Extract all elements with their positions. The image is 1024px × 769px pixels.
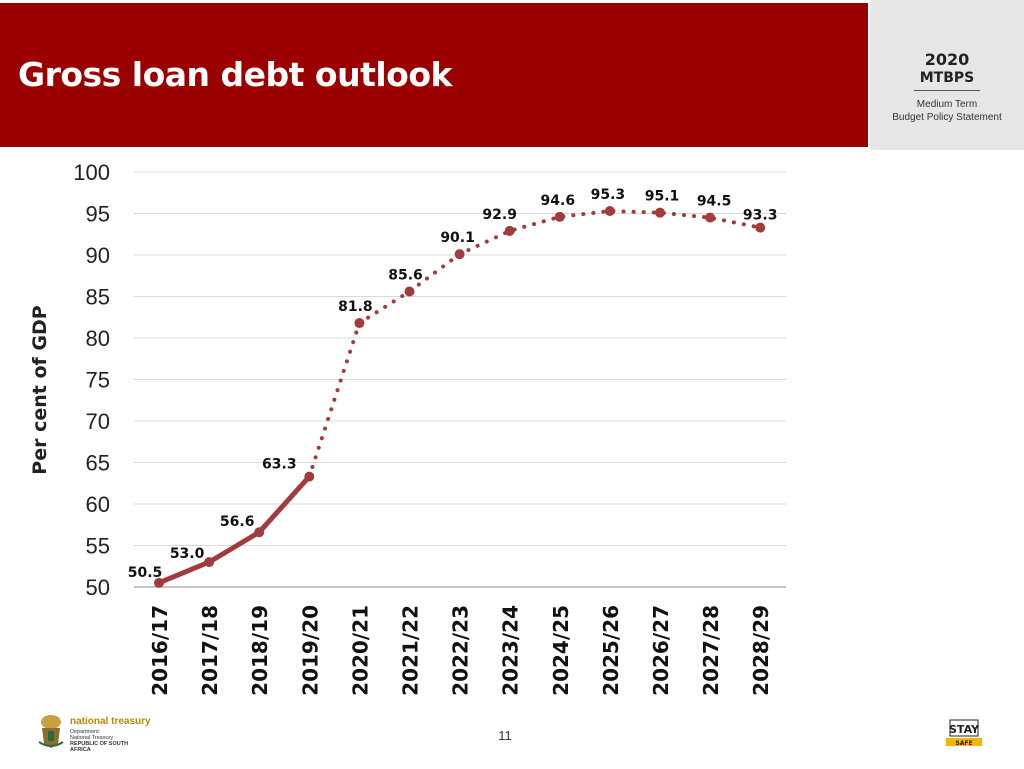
- y-tick-label: 85: [86, 285, 110, 310]
- national-treasury-logo: [36, 712, 146, 750]
- treasury-brand: national treasury: [70, 716, 151, 727]
- series-line: [156, 209, 763, 586]
- x-tick-label: 2019/20: [298, 605, 322, 696]
- data-label: 85.6: [388, 268, 423, 284]
- x-tick-label: 2023/24: [499, 605, 523, 696]
- treasury-department: Department: National Treasury REPUBLIC O…: [70, 729, 150, 753]
- data-point: [504, 225, 515, 236]
- badge-name: MTBPS: [919, 70, 975, 86]
- x-tick-label: 2028/29: [749, 605, 773, 696]
- series-line-actual: [156, 474, 312, 586]
- x-tick-label: 2017/18: [198, 605, 222, 696]
- data-label: 95.3: [591, 187, 626, 203]
- data-point: [554, 211, 565, 222]
- data-point: [304, 471, 315, 482]
- badge-divider: [914, 90, 980, 91]
- x-tick-label: 2018/19: [248, 605, 272, 696]
- header-banner: Gross loan debt outlook: [0, 3, 868, 147]
- y-axis-ticks: 100 95 90 85 80 75 70 65 60 55 50: [73, 160, 110, 600]
- y-tick-label: 80: [86, 326, 110, 351]
- data-label: 94.5: [697, 194, 732, 210]
- y-tick-label: 60: [86, 492, 110, 517]
- stay-safe-logo: STAY SAFE: [944, 718, 984, 748]
- y-tick-label: 65: [86, 451, 110, 476]
- badge-subtitle-line1: Medium Term: [916, 99, 978, 110]
- data-point: [204, 557, 215, 568]
- data-label: 93.3: [743, 208, 778, 224]
- data-point: [254, 527, 265, 538]
- dept-line-1: Department:: [70, 729, 101, 735]
- x-tick-label: 2021/22: [399, 605, 423, 696]
- page-title: Gross loan debt outlook: [18, 55, 452, 94]
- dept-line-3: REPUBLIC OF SOUTH AFRICA: [70, 741, 129, 753]
- y-tick-label: 55: [86, 534, 110, 559]
- y-tick-label: 75: [86, 368, 110, 393]
- y-tick-label: 50: [86, 575, 110, 600]
- data-point: [354, 318, 365, 329]
- page-number: 11: [498, 728, 512, 743]
- y-tick-label: 70: [86, 409, 110, 434]
- data-point: [404, 286, 415, 297]
- x-axis-ticks: 2016/17 2017/18 2018/19 2019/20 2020/21 2021/…: [148, 605, 773, 696]
- badge-subtitle-line2: Budget Policy Statement: [892, 112, 1002, 123]
- series-line-projection: [307, 209, 763, 479]
- dept-line-2: National Treasury: [70, 735, 114, 741]
- data-point: [604, 206, 615, 217]
- mtbps-badge: 2020 MTBPS Medium Term Budget Policy Sta…: [870, 0, 1024, 150]
- data-labels: 50.5 53.0 56.6 63.3 81.8 85.6 90.1 92.9 94.6 95.3…: [128, 187, 778, 581]
- data-label: 56.6: [220, 514, 255, 530]
- data-label: 81.8: [338, 299, 373, 315]
- data-point: [755, 222, 766, 233]
- data-label: 50.5: [128, 565, 163, 581]
- x-tick-label: 2022/23: [449, 605, 473, 696]
- data-label: 94.6: [541, 193, 576, 209]
- data-point: [655, 207, 665, 218]
- stay-safe-icon: STAY SAFE: [946, 719, 982, 747]
- x-tick-label: 2027/28: [699, 605, 723, 696]
- data-point: [154, 577, 164, 588]
- x-tick-label: 2020/21: [348, 605, 372, 696]
- data-point: [454, 249, 465, 260]
- svg-text:STAY: STAY: [949, 723, 980, 736]
- data-label: 90.1: [440, 230, 475, 246]
- data-label: 53.0: [170, 546, 205, 562]
- x-tick-label: 2025/26: [599, 605, 623, 696]
- data-point: [705, 212, 716, 223]
- x-tick-label: 2026/27: [649, 605, 673, 696]
- data-label: 92.9: [482, 207, 517, 223]
- y-tick-label: 90: [86, 243, 110, 268]
- y-tick-label: 100: [73, 160, 110, 185]
- series-points: [154, 206, 766, 588]
- badge-year: 2020: [924, 50, 970, 69]
- data-label: 63.3: [262, 457, 297, 473]
- x-tick-label: 2024/25: [549, 605, 573, 696]
- data-label: 95.1: [645, 189, 680, 205]
- x-tick-label: 2016/17: [148, 605, 172, 696]
- y-axis-label: Per cent of GDP: [29, 305, 51, 474]
- svg-text:SAFE: SAFE: [955, 740, 972, 747]
- y-tick-label: 95: [86, 202, 110, 227]
- coat-of-arms-icon: [38, 715, 64, 748]
- grid-lines: [134, 171, 786, 588]
